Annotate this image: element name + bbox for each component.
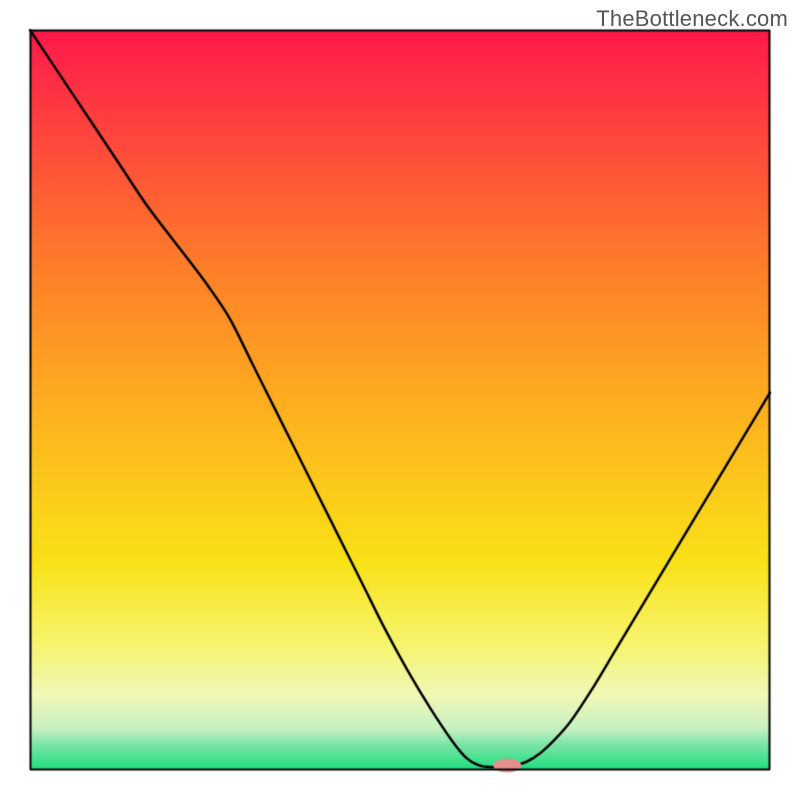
watermark-text: TheBottleneck.com — [596, 6, 788, 32]
chart-container: TheBottleneck.com — [0, 0, 800, 800]
bottleneck-curve-chart — [0, 0, 800, 800]
